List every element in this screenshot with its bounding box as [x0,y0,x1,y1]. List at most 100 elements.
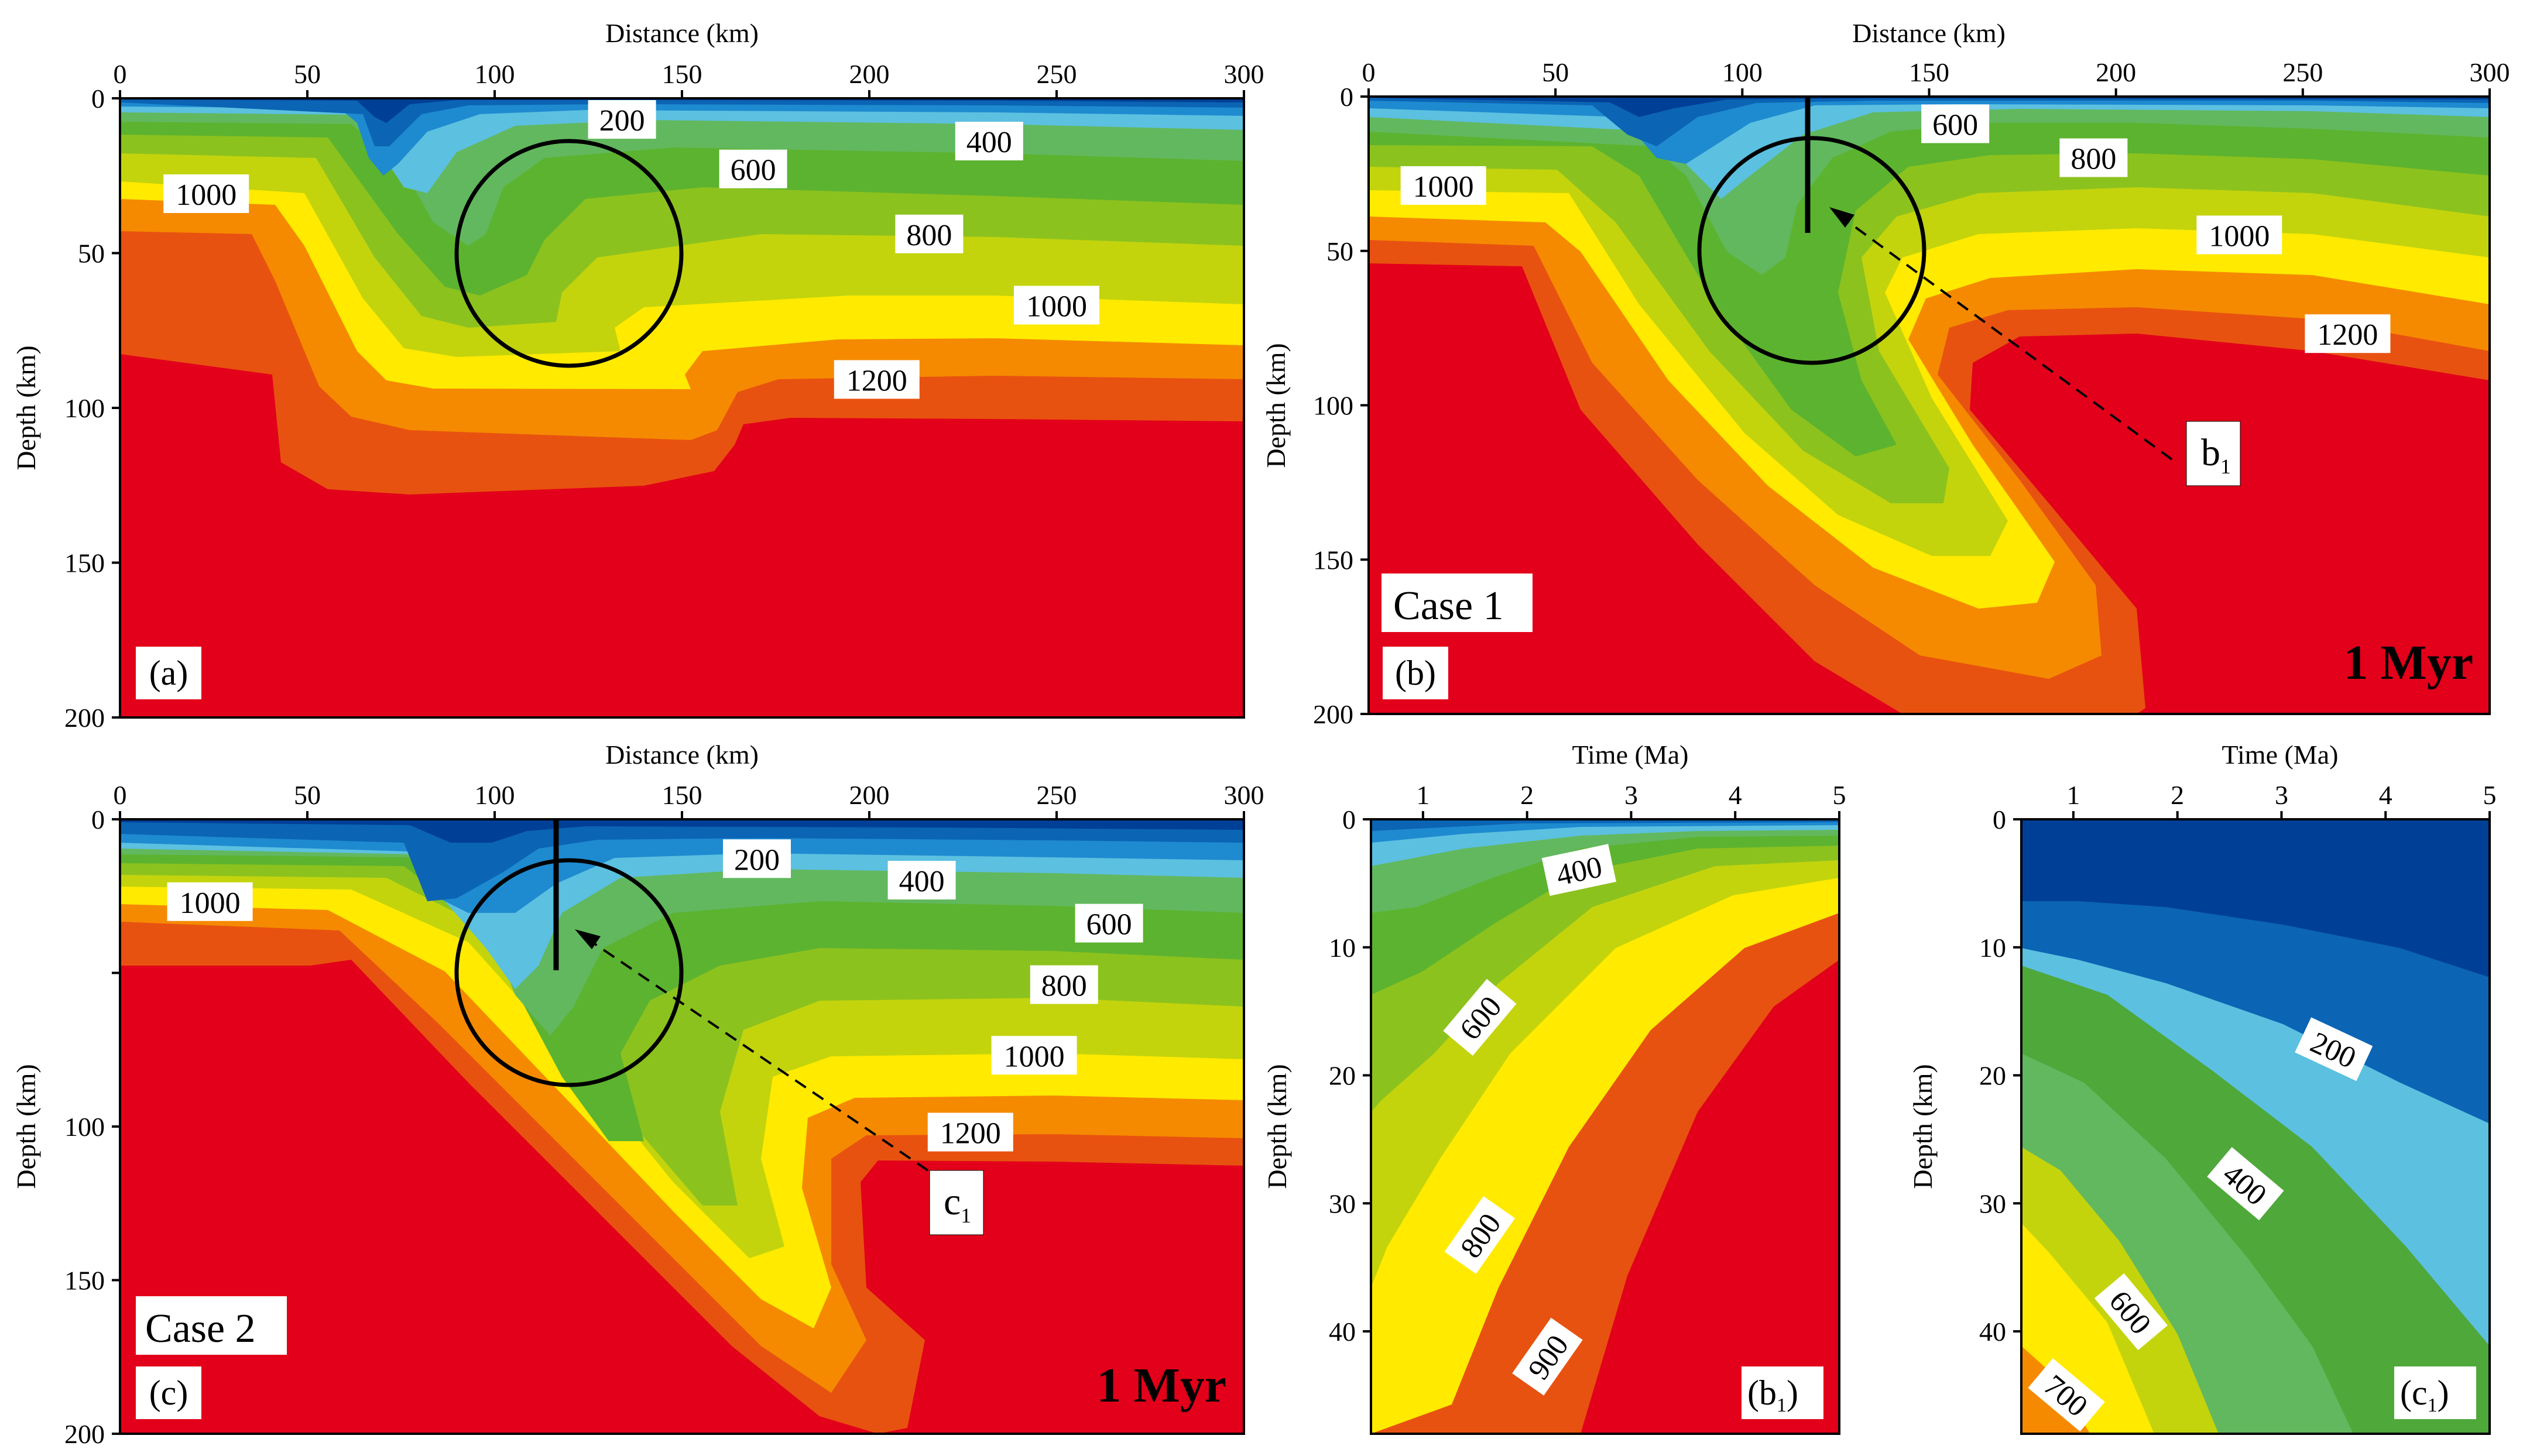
contour-labels-a: 200 400 600 800 1000 1000 1200 [163,100,1099,399]
contour-label-box-c-5 [927,1112,1013,1152]
xtick-label-a-3: 150 [662,59,702,89]
heatmap-b [1369,97,2490,714]
contour-label-a-4: 1000 [163,174,249,213]
contour-label-box-c-3 [1030,965,1098,1004]
contour-label-text-c-5: 1200 [940,1117,1001,1151]
contour-label-b1-0: 400 [1541,844,1616,896]
contour-label-box-c1-3 [2028,1358,2105,1432]
contour-label-a-6: 1200 [834,360,920,399]
xtick-label-b-6: 300 [2470,57,2510,87]
xticks-a: 0 50 100 150 200 250 300 [114,59,1264,98]
panel-b1: Time (Ma) 1 2 3 4 5 Depth (km) 0 10 20 30 40 400… [1262,740,1846,1435]
xtick-label-c1-2: 3 [2275,780,2288,810]
yticks-b1: 0 10 20 30 40 [1329,805,1371,1347]
time-label-b: 1 Myr [2343,636,2473,690]
field-b-0 [1369,97,2490,117]
xtick-label-b-5: 250 [2282,57,2323,87]
yaxis-b1: Depth (km) 0 10 20 30 40 [1262,805,1371,1347]
panel-label-c1-box [2394,1366,2476,1419]
xtick-label-b-2: 100 [1722,57,1763,87]
contour-label-text-c-2: 600 [1086,908,1132,942]
contour-label-text-a-3: 800 [906,219,952,252]
ytick-label-a-0: 0 [91,84,105,114]
xtick-label-b-0: 0 [1362,57,1376,87]
yticks-b: 0 50 100 150 200 [1313,82,1369,729]
contour-label-box-c-0 [723,839,791,878]
field-b1-200 [1371,819,1839,843]
contour-label-box-a-4 [163,174,249,213]
circle-b [1697,136,1926,365]
plot-frame-c1 [2020,818,2491,1435]
contour-label-box-a-6 [834,360,920,399]
field-c-300 [120,819,1244,989]
ytick-label-a-2: 100 [64,393,105,423]
panel-label-c1-main: (c [2400,1373,2428,1412]
ytick-label-c1-2: 20 [1979,1061,2006,1091]
ytick-label-c-4: 200 [64,1419,105,1449]
callout-b-main: b [2201,431,2220,474]
panel-label-c-text: (c) [149,1373,188,1412]
yaxis-a: Depth (km) 0 50 100 150 200 [11,84,120,733]
xtick-label-a-4: 200 [849,59,890,89]
callout-arrow-c [584,936,929,1172]
callout-arrowhead-c [575,929,601,949]
contour-label-box-a-0 [588,100,656,139]
contour-label-b-0: 600 [1921,104,1990,143]
xlabel-b: Distance (km) [1852,18,2006,48]
contour-label-a-0: 200 [588,100,656,139]
contour-label-b-4: 1200 [2305,314,2391,353]
contour-label-c-4: 1000 [991,1036,1077,1075]
panel-label-c-box [136,1366,201,1419]
contour-label-c-5: 1200 [927,1112,1013,1152]
contour-label-text-b-3: 1000 [2209,219,2270,253]
field-c-100 [120,819,1244,901]
field-c1-0 [2021,819,2490,977]
xlabel-c1: Time (Ma) [2222,740,2339,770]
xtick-label-c-5: 250 [1037,780,1077,810]
xtick-label-b-1: 50 [1542,57,1569,87]
xaxis-c1: Time (Ma) 1 2 3 4 5 [2066,740,2497,819]
xtick-label-c1-0: 1 [2066,780,2080,810]
contour-label-box-a-5 [1014,286,1099,325]
contour-label-b-1: 800 [2059,138,2128,177]
callout-c-box [929,1170,984,1235]
panel-label-c1-sub: 1 [2428,1395,2438,1416]
ytick-label-b-4: 200 [1313,699,1353,729]
contour-label-box-b1-1 [1443,978,1517,1056]
ytick-label-c-2: 100 [64,1112,105,1142]
heatmap-c1 [2021,819,2490,1434]
field-c-200 [120,819,1244,913]
contour-label-text-a-2: 600 [731,154,776,187]
ytick-label-b1-3: 30 [1329,1189,1356,1218]
callout-arrowhead-b [1829,207,1854,228]
contour-label-box-c-4 [991,1036,1077,1075]
panel-label-b1-box [1742,1366,1823,1419]
xtick-label-c1-3: 4 [2379,780,2392,810]
callout-c-main: c [944,1180,961,1223]
ytick-label-b1-0: 0 [1342,805,1356,835]
contour-label-text-a-0: 200 [599,104,645,138]
callout-arrow-b [1838,214,2173,461]
callout-b-text: b1 [2201,431,2231,478]
xtick-label-c-1: 50 [294,780,321,810]
contour-label-text-a-1: 400 [966,126,1012,159]
circle-a [454,139,684,368]
ytick-label-a-4: 200 [64,703,105,733]
xaxis-c: Distance (km) 0 50 100 150 200 250 300 [114,740,1264,819]
contour-label-c-3: 800 [1030,965,1098,1004]
circle-c [454,858,684,1087]
field-b1-100 [1371,819,1839,831]
callout-b: b1 [2186,421,2241,486]
contour-label-box-b-3 [2196,215,2282,255]
yaxis-c1: Depth (km) 0 10 20 30 40 [1908,805,2021,1347]
xaxis-b: Distance (km) 0 50 100 150 200 250 300 [1362,18,2510,97]
contour-label-box-a-1 [955,122,1023,161]
panel-label-c1-end: ) [2438,1373,2449,1412]
case-label-c: Case 2 [136,1296,287,1355]
xlabel-a: Distance (km) [605,18,759,48]
field-a-0 [120,98,1244,123]
contour-label-text-a-4: 1000 [176,178,236,212]
field-c-0 [120,819,1244,843]
